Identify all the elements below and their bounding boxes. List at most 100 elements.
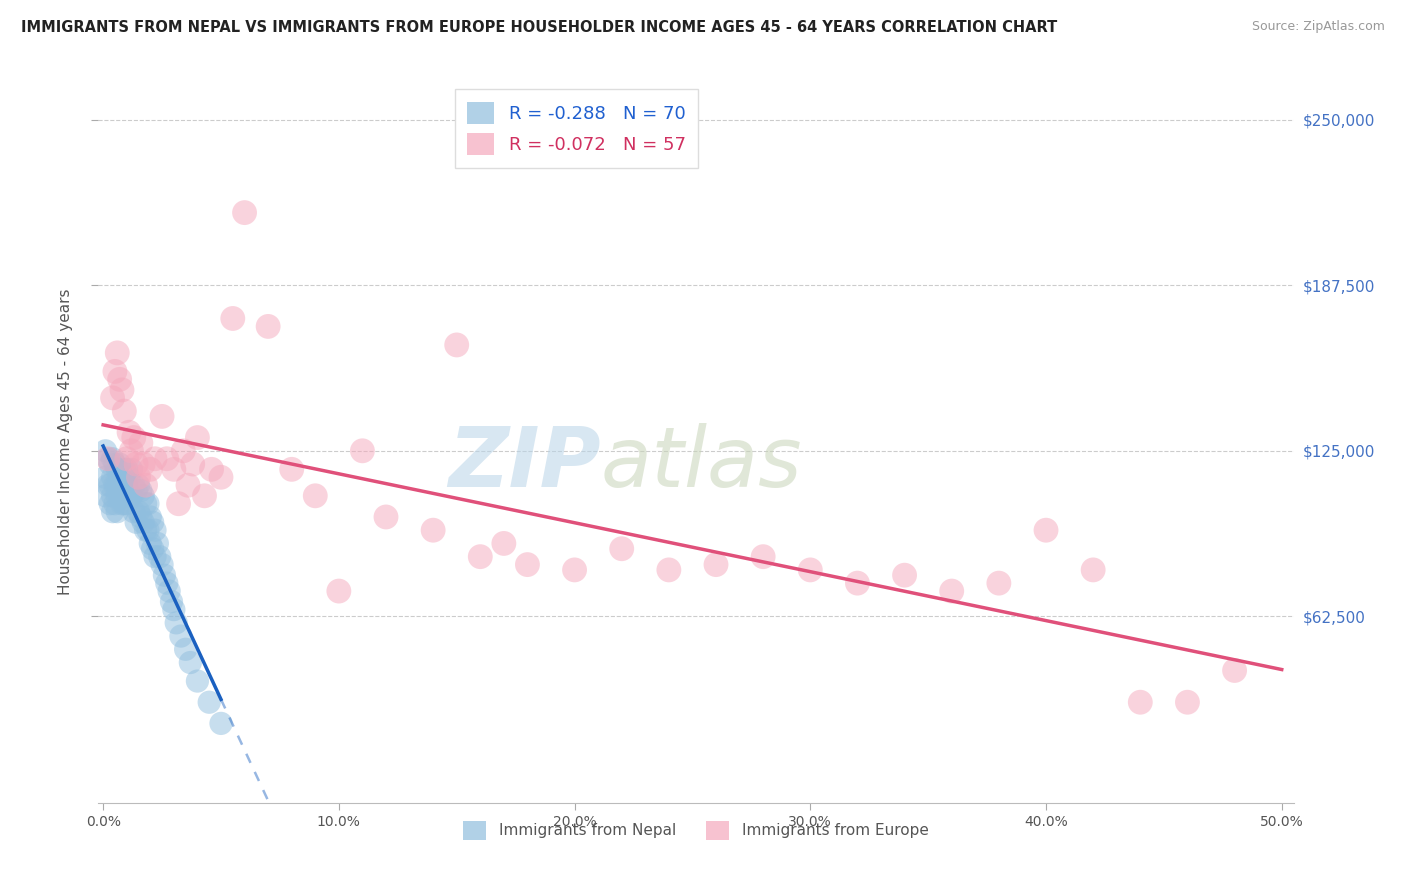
Point: [120, 489, 142, 503]
Point: [156, 576, 179, 591]
Point: [108, 489, 131, 503]
Point: [704, 558, 727, 572]
Point: [129, 483, 152, 498]
Point: [165, 615, 187, 630]
Point: [157, 584, 180, 599]
Point: [105, 462, 128, 476]
Point: [752, 549, 775, 564]
Point: [112, 404, 135, 418]
Point: [94, 470, 117, 484]
Point: [101, 451, 124, 466]
Point: [222, 311, 245, 326]
Point: [112, 478, 135, 492]
Point: [120, 443, 142, 458]
Point: [115, 478, 138, 492]
Point: [129, 510, 152, 524]
Point: [564, 563, 586, 577]
Point: [118, 470, 141, 484]
Point: [200, 462, 222, 476]
Point: [658, 563, 681, 577]
Point: [122, 505, 145, 519]
Point: [799, 563, 821, 577]
Point: [105, 505, 128, 519]
Point: [94, 489, 117, 503]
Point: [1223, 664, 1246, 678]
Point: [108, 457, 131, 471]
Point: [139, 462, 162, 476]
Point: [193, 489, 215, 503]
Point: [209, 470, 232, 484]
Point: [492, 536, 515, 550]
Point: [94, 443, 117, 458]
Point: [1035, 523, 1057, 537]
Point: [328, 584, 350, 599]
Text: ZIP: ZIP: [447, 423, 600, 504]
Point: [941, 584, 963, 599]
Point: [142, 541, 165, 556]
Point: [118, 489, 141, 503]
Point: [280, 462, 302, 476]
Point: [143, 523, 166, 537]
Point: [97, 478, 120, 492]
Point: [893, 568, 915, 582]
Point: [149, 549, 172, 564]
Point: [112, 462, 135, 476]
Point: [98, 478, 121, 492]
Point: [198, 695, 221, 709]
Point: [108, 470, 131, 484]
Point: [135, 478, 157, 492]
Point: [98, 497, 121, 511]
Point: [179, 656, 201, 670]
Point: [136, 523, 159, 537]
Point: [104, 364, 127, 378]
Point: [153, 568, 176, 582]
Point: [111, 497, 134, 511]
Point: [150, 409, 173, 424]
Point: [97, 451, 120, 466]
Point: [98, 457, 121, 471]
Point: [610, 541, 633, 556]
Point: [101, 391, 124, 405]
Text: atlas: atlas: [600, 423, 801, 504]
Point: [846, 576, 869, 591]
Point: [105, 346, 128, 360]
Point: [135, 523, 157, 537]
Point: [111, 462, 134, 476]
Point: [174, 642, 197, 657]
Point: [257, 319, 280, 334]
Point: [125, 515, 148, 529]
Point: [128, 478, 150, 492]
Point: [375, 510, 398, 524]
Point: [146, 536, 169, 550]
Point: [156, 451, 179, 466]
Point: [101, 505, 124, 519]
Point: [1081, 563, 1104, 577]
Point: [105, 478, 128, 492]
Point: [125, 483, 148, 498]
Point: [186, 431, 208, 445]
Point: [111, 478, 134, 492]
Point: [115, 497, 138, 511]
Point: [125, 457, 148, 471]
Point: [104, 478, 127, 492]
Point: [172, 443, 194, 458]
Point: [150, 558, 173, 572]
Point: [122, 431, 145, 445]
Point: [101, 470, 124, 484]
Point: [132, 515, 155, 529]
Y-axis label: Householder Income Ages 45 - 64 years: Householder Income Ages 45 - 64 years: [58, 288, 73, 595]
Point: [233, 205, 256, 219]
Point: [105, 489, 128, 503]
Point: [516, 558, 538, 572]
Point: [142, 515, 165, 529]
Point: [104, 497, 127, 511]
Point: [170, 629, 193, 643]
Point: [122, 478, 145, 492]
Point: [163, 602, 186, 616]
Point: [132, 457, 155, 471]
Text: IMMIGRANTS FROM NEPAL VS IMMIGRANTS FROM EUROPE HOUSEHOLDER INCOME AGES 45 - 64 : IMMIGRANTS FROM NEPAL VS IMMIGRANTS FROM…: [21, 20, 1057, 35]
Point: [111, 383, 134, 397]
Point: [128, 505, 150, 519]
Point: [108, 372, 131, 386]
Point: [181, 457, 204, 471]
